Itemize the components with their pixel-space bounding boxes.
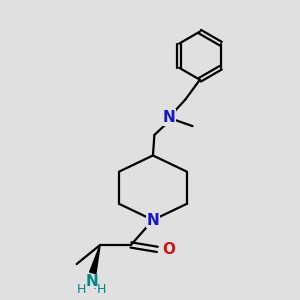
Text: N: N: [163, 110, 176, 125]
Text: H: H: [96, 283, 106, 296]
Text: N: N: [86, 274, 99, 289]
Polygon shape: [90, 245, 100, 274]
Text: N: N: [147, 212, 159, 227]
Text: ·: ·: [92, 283, 96, 296]
Text: H: H: [77, 283, 86, 296]
Text: O: O: [163, 242, 176, 257]
